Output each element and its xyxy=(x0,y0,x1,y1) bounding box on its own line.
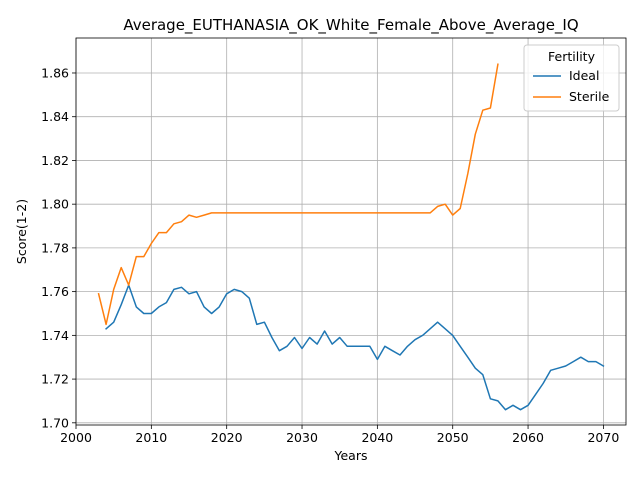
y-axis-ticks: 1.70 1.72 1.74 1.76 1.78 1.80 1.82 1.84 1.86 xyxy=(41,65,76,430)
y-tick-label: 1.74 xyxy=(41,328,69,343)
chart-title: Average_EUTHANASIA_OK_White_Female_Above… xyxy=(123,16,578,35)
y-tick-label: 1.82 xyxy=(41,153,69,168)
y-tick-label: 1.86 xyxy=(41,65,69,80)
x-tick-label: 2030 xyxy=(286,430,318,445)
y-tick-label: 1.70 xyxy=(41,415,69,430)
x-tick-label: 2060 xyxy=(512,430,544,445)
series-lines xyxy=(97,63,605,411)
x-tick-label: 2050 xyxy=(437,430,469,445)
x-tick-label: 2070 xyxy=(587,430,619,445)
y-tick-label: 1.80 xyxy=(41,197,69,212)
x-tick-label: 2000 xyxy=(60,430,92,445)
x-axis-ticks: 2000 2010 2020 2030 2040 2050 2060 2070 xyxy=(60,425,619,445)
legend-label-ideal: Ideal xyxy=(569,68,599,83)
y-tick-label: 1.76 xyxy=(41,284,69,299)
legend-box xyxy=(523,44,620,112)
series-line-sterile xyxy=(97,63,499,326)
series-line-ideal xyxy=(105,284,605,411)
y-tick-label: 1.84 xyxy=(41,109,69,124)
legend-label-sterile: Sterile xyxy=(569,89,610,104)
x-tick-label: 2020 xyxy=(211,430,243,445)
y-tick-label: 1.78 xyxy=(41,240,69,255)
y-tick-label: 1.72 xyxy=(41,372,69,387)
x-tick-label: 2040 xyxy=(361,430,393,445)
x-tick-label: 2010 xyxy=(135,430,167,445)
x-axis-label: Years xyxy=(334,448,368,463)
y-axis-label: Score(1-2) xyxy=(14,199,29,264)
legend: Fertility Ideal Sterile xyxy=(523,44,620,112)
legend-title: Fertility xyxy=(548,49,596,64)
plot-frame xyxy=(75,37,627,426)
